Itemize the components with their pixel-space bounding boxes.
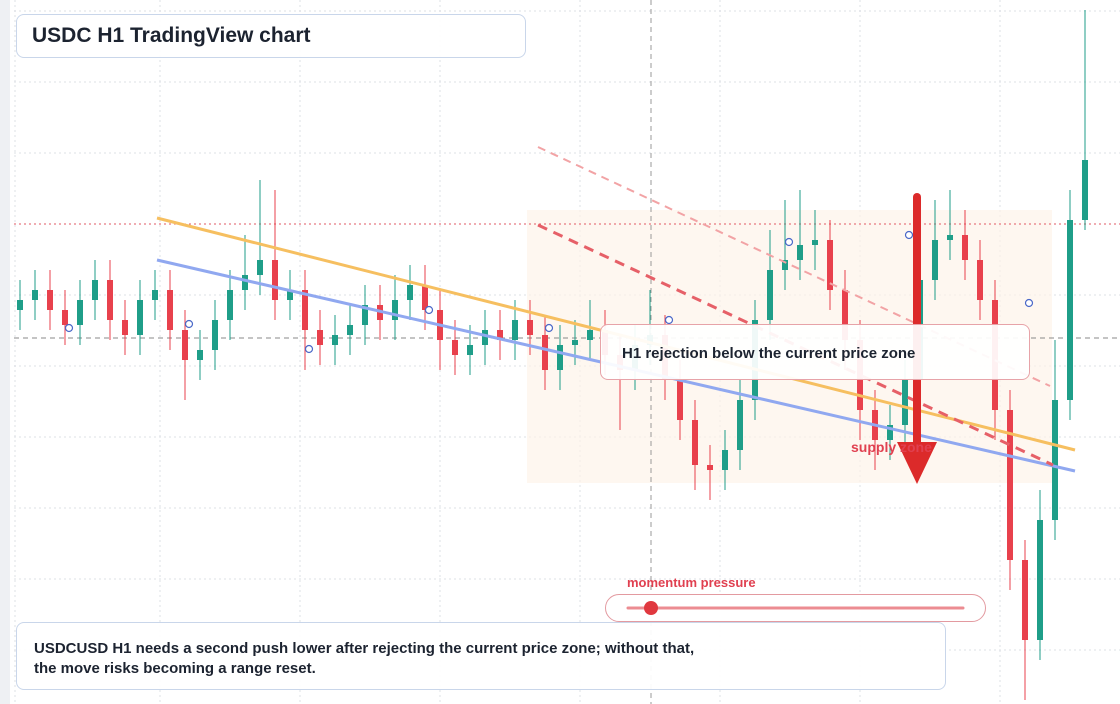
candle-body xyxy=(827,240,833,290)
note-line: the move risks becoming a range reset. xyxy=(34,660,316,677)
candle-body xyxy=(32,290,38,300)
candle-body xyxy=(107,280,113,320)
candle-body xyxy=(272,260,278,300)
chart-title: USDC H1 TradingView chart xyxy=(16,14,526,58)
callout: H1 rejection below the current price zon… xyxy=(600,324,1030,380)
candle-body xyxy=(302,290,308,330)
candle-body xyxy=(152,290,158,300)
candle-body xyxy=(542,335,548,370)
candle-body xyxy=(362,305,368,325)
candle-body xyxy=(677,380,683,420)
candle-body xyxy=(392,300,398,320)
candle-body xyxy=(1082,160,1088,220)
candle-body xyxy=(812,240,818,245)
candle-body xyxy=(707,465,713,470)
candle-body xyxy=(932,240,938,280)
candle-body xyxy=(122,320,128,335)
note-line: USDCUSD H1 needs a second push lower aft… xyxy=(34,640,695,657)
candle-body xyxy=(227,290,233,320)
candle-body xyxy=(692,420,698,465)
candle-body xyxy=(842,290,848,340)
candle-body xyxy=(287,290,293,300)
candle-body xyxy=(17,300,23,310)
candle-body xyxy=(77,300,83,325)
candle-body xyxy=(527,320,533,335)
candle-body xyxy=(962,235,968,260)
candle-body xyxy=(467,345,473,355)
candle-body xyxy=(557,345,563,370)
candle-body xyxy=(137,300,143,335)
candle-body xyxy=(452,340,458,355)
candle-body xyxy=(482,330,488,345)
candle-body xyxy=(737,400,743,450)
candle-body xyxy=(1007,410,1013,560)
candle-body xyxy=(347,325,353,335)
candle-body xyxy=(317,330,323,345)
candle-body xyxy=(512,320,518,340)
arrow-head xyxy=(897,442,937,484)
candle-body xyxy=(1052,400,1058,520)
candle-body xyxy=(572,340,578,345)
candle-body xyxy=(902,380,908,425)
candle-body xyxy=(182,330,188,360)
candle-body xyxy=(587,330,593,340)
candle-body xyxy=(257,260,263,275)
candle-body xyxy=(722,450,728,470)
candle-body xyxy=(767,270,773,320)
candle-body xyxy=(197,350,203,360)
momentum-slider[interactable] xyxy=(605,594,986,622)
candle-body xyxy=(797,245,803,260)
candle-body xyxy=(947,235,953,240)
candle-body xyxy=(212,320,218,350)
trendline xyxy=(537,223,1054,467)
left-strip xyxy=(0,0,10,704)
candle-body xyxy=(62,310,68,325)
candle-body xyxy=(1022,560,1028,640)
candle-body xyxy=(977,260,983,300)
candle-body xyxy=(167,290,173,330)
markers xyxy=(64,230,1034,354)
candle-body xyxy=(242,275,248,290)
note: USDCUSD H1 needs a second push lower aft… xyxy=(16,622,946,690)
momentum-label: momentum pressure xyxy=(627,575,756,590)
candle-body xyxy=(407,285,413,300)
candle-body xyxy=(1067,220,1073,400)
candle-body xyxy=(1037,520,1043,640)
trendline xyxy=(537,146,1051,387)
candle-body xyxy=(497,330,503,340)
candle-body xyxy=(332,335,338,345)
candle-body xyxy=(47,290,53,310)
candle-body xyxy=(887,425,893,440)
zone-label: supply zone xyxy=(851,439,932,455)
candle-body xyxy=(92,280,98,300)
candle-body xyxy=(782,260,788,270)
candle-body xyxy=(422,285,428,310)
slider-knob[interactable] xyxy=(644,601,658,615)
slider-track xyxy=(626,601,965,615)
